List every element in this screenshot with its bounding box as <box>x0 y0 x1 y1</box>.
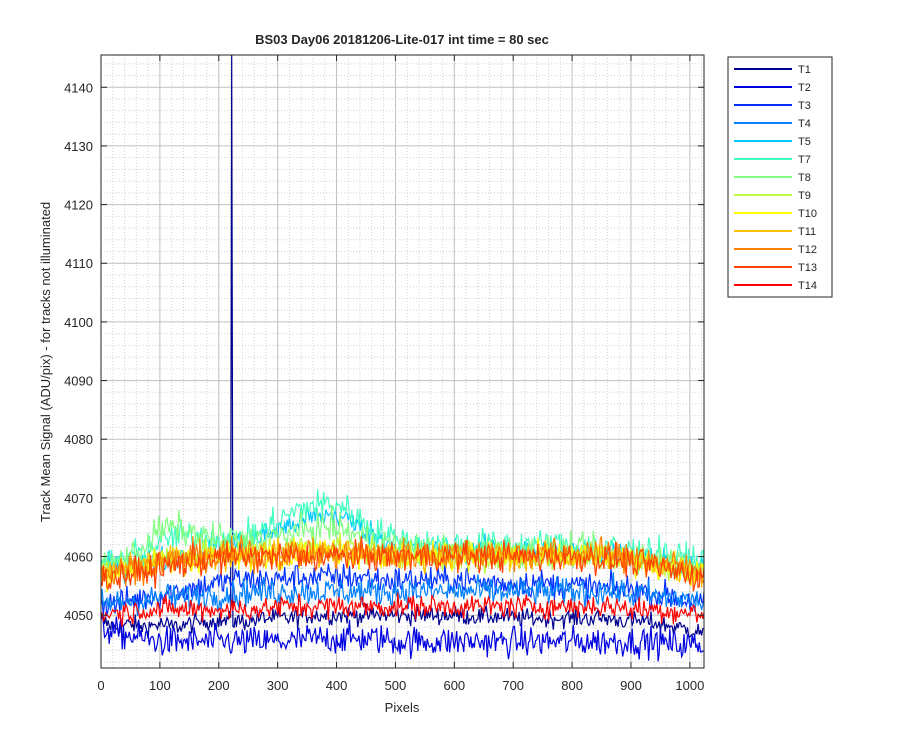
series-line-T12 <box>101 535 704 587</box>
legend-label-T12: T12 <box>798 244 817 256</box>
series-line-T3 <box>101 561 704 617</box>
axes-box <box>100 54 705 669</box>
x-tick-label: 700 <box>502 678 524 693</box>
x-tick-label: 800 <box>561 678 583 693</box>
y-tick-label: 4080 <box>64 432 93 447</box>
x-tick-label: 1000 <box>675 678 704 693</box>
legend-label-T9: T9 <box>798 190 811 202</box>
legend-label-T8: T8 <box>798 172 811 184</box>
series-line-T11 <box>101 537 704 588</box>
legend-label-T3: T3 <box>798 100 811 112</box>
legend-label-T5: T5 <box>798 136 811 148</box>
chart-title: BS03 Day06 20181206-Lite-017 int time = … <box>255 32 549 47</box>
legend-label-T7: T7 <box>798 154 811 166</box>
x-tick-label: 500 <box>385 678 407 693</box>
series-line-T8 <box>101 504 704 583</box>
x-tick-label: 0 <box>97 678 104 693</box>
legend-label-T14: T14 <box>798 280 817 292</box>
y-tick-label: 4140 <box>64 80 93 95</box>
x-axis-label: Pixels <box>385 700 420 715</box>
x-tick-label: 600 <box>443 678 465 693</box>
x-tick-label: 400 <box>326 678 348 693</box>
x-tick-label: 100 <box>149 678 171 693</box>
y-tick-label: 4060 <box>64 550 93 565</box>
legend-label-T13: T13 <box>798 262 817 274</box>
y-tick-label: 4070 <box>64 491 93 506</box>
x-tick-label: 900 <box>620 678 642 693</box>
x-tick-label: 200 <box>208 678 230 693</box>
legend-label-T10: T10 <box>798 208 817 220</box>
series-line-T10 <box>101 536 704 593</box>
legend-label-T1: T1 <box>798 64 811 76</box>
x-tick-label: 300 <box>267 678 289 693</box>
y-tick-label: 4110 <box>65 256 93 271</box>
legend: T1 T2 T3 T4 T5 T7 T8 T9 T10 T11 T12 T13 T14 <box>727 56 833 298</box>
legend-label-T11: T11 <box>798 226 816 238</box>
axes: 0 100 200 300 400 500 600 700 800 900 1000 4050 4060… <box>64 54 705 693</box>
series-line-T14 <box>101 592 704 627</box>
series-line-T2 <box>101 612 704 662</box>
legend-label-T4: T4 <box>798 118 811 130</box>
plot-area <box>101 55 704 662</box>
legend-label-T2: T2 <box>798 82 811 94</box>
series-line-T4 <box>101 572 704 617</box>
y-tick-label: 4100 <box>64 315 93 330</box>
y-tick-label: 4120 <box>64 198 93 213</box>
y-tick-label: 4090 <box>64 374 93 389</box>
series-line-T13 <box>101 536 704 592</box>
y-axis-label: Track Mean Signal (ADU/pix) - for tracks… <box>38 202 53 522</box>
y-tick-label: 4050 <box>64 608 93 623</box>
y-tick-label: 4130 <box>64 139 93 154</box>
